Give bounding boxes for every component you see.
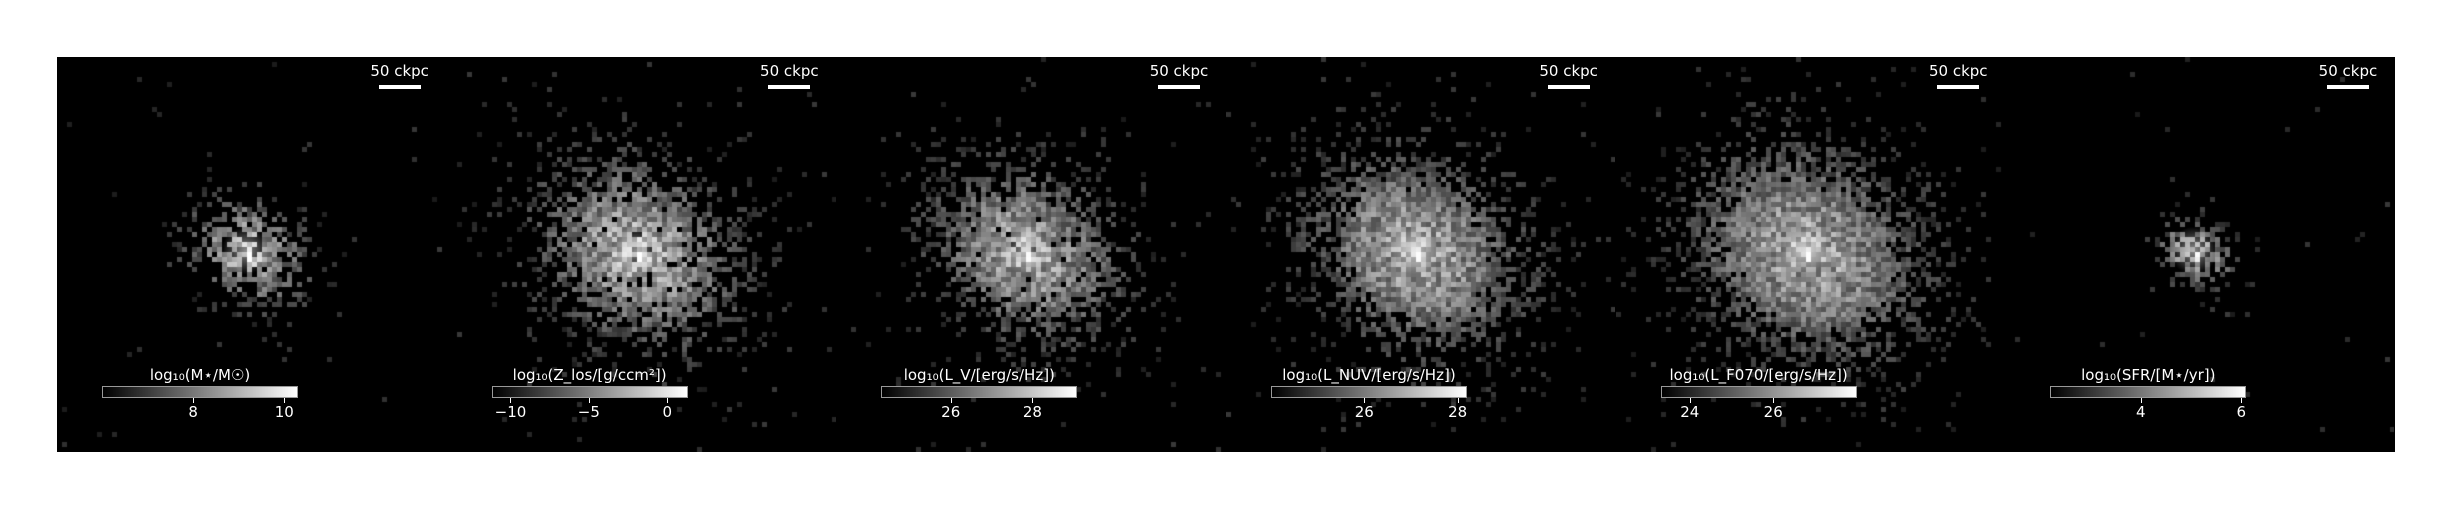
colorbar-tick-label: 26	[1763, 403, 1783, 421]
colorbar-gradient	[1660, 386, 1857, 398]
colorbar-tick	[2241, 398, 2243, 403]
scale-bar: 50 ckpc	[1534, 63, 1604, 89]
colorbar-tick-label: 26	[941, 403, 961, 421]
colorbar-tick-label: 6	[2236, 403, 2247, 421]
colorbar-tick-label: 10	[274, 403, 294, 421]
scale-bar-line	[1157, 85, 1200, 89]
scale-bar-label: 50 ckpc	[1539, 62, 1598, 80]
scale-bar: 50 ckpc	[2313, 63, 2383, 89]
f070-luminosity-panel: 50 ckpc log₁₀(L_F070/[erg/s/Hz]) 24 26	[1615, 57, 2006, 452]
colorbar-tick	[667, 398, 669, 403]
scale-bar-label: 50 ckpc	[1149, 62, 1209, 80]
colorbar-tick	[950, 398, 952, 403]
stellar-mass-panel: 50 ckpc log₁₀(M⋆/M☉) 8 10	[57, 57, 447, 452]
colorbar-gradient	[1270, 386, 1467, 398]
colorbar-gradient	[881, 386, 1078, 398]
scale-bar-line	[378, 85, 421, 89]
colorbar-tick-label: −5	[577, 403, 600, 421]
colorbar-tick	[284, 398, 286, 403]
colorbar-label: log₁₀(SFR/[M⋆/yr])	[2081, 366, 2216, 384]
colorbar-tick	[588, 398, 590, 403]
scale-bar: 50 ckpc	[365, 63, 435, 89]
colorbar-label: log₁₀(M⋆/M☉)	[149, 366, 251, 384]
metallicity-panel: 50 ckpc log₁₀(Z_los/[g/ccm²]) −10 −5 0	[446, 57, 837, 452]
galaxy-map-strip: 50 ckpc log₁₀(M⋆/M☉) 8 10 50 ckpc log₁₀(…	[57, 57, 2395, 452]
colorbar-tick-label: −10	[494, 403, 527, 421]
colorbar-gradient	[102, 386, 298, 398]
scale-bar-line	[1547, 85, 1590, 89]
scale-bar: 50 ckpc	[754, 63, 824, 89]
colorbar-label: log₁₀(L_V/[erg/s/Hz])	[903, 366, 1055, 384]
scale-bar-line	[768, 85, 811, 89]
colorbar-tick	[1457, 398, 1459, 403]
colorbar-tick	[1773, 398, 1775, 403]
colorbar-gradient	[2050, 386, 2247, 398]
colorbar-tick-label: 4	[2135, 403, 2146, 421]
colorbar-tick	[193, 398, 195, 403]
scale-bar-line	[2326, 85, 2369, 89]
colorbar-tick	[1689, 398, 1691, 403]
scale-bar-label: 50 ckpc	[1929, 62, 1988, 80]
colorbar-tick-label: 0	[662, 403, 673, 421]
v-band-luminosity-panel: 50 ckpc log₁₀(L_V/[erg/s/Hz]) 26 28	[836, 57, 1226, 452]
colorbar-tick-label: 26	[1354, 403, 1374, 421]
scale-bar-label: 50 ckpc	[2318, 62, 2378, 80]
colorbar-gradient	[491, 386, 688, 398]
scale-bar: 50 ckpc	[1923, 63, 1993, 89]
scale-bar-line	[1937, 85, 1980, 89]
nuv-luminosity-panel: 50 ckpc log₁₀(L_NUV/[erg/s/Hz]) 26 28	[1225, 57, 1616, 452]
colorbar-tick-label: 24	[1680, 403, 1700, 421]
colorbar-tick-label: 8	[188, 403, 198, 421]
scale-bar-label: 50 ckpc	[760, 62, 819, 80]
colorbar-tick	[1032, 398, 1034, 403]
colorbar-tick-label: 28	[1448, 403, 1468, 421]
scale-bar: 50 ckpc	[1144, 63, 1214, 89]
colorbar-label: log₁₀(L_NUV/[erg/s/Hz])	[1282, 366, 1456, 384]
star-formation-rate-panel: 50 ckpc log₁₀(SFR/[M⋆/yr]) 4 6	[2005, 57, 2395, 452]
colorbar-tick-label: 28	[1022, 403, 1042, 421]
colorbar-label: log₁₀(Z_los/[g/ccm²])	[512, 366, 667, 384]
colorbar-tick	[1364, 398, 1366, 403]
scale-bar-label: 50 ckpc	[370, 62, 429, 80]
colorbar-tick	[510, 398, 512, 403]
colorbar-label: log₁₀(L_F070/[erg/s/Hz])	[1669, 366, 1848, 384]
colorbar-tick	[2140, 398, 2142, 403]
